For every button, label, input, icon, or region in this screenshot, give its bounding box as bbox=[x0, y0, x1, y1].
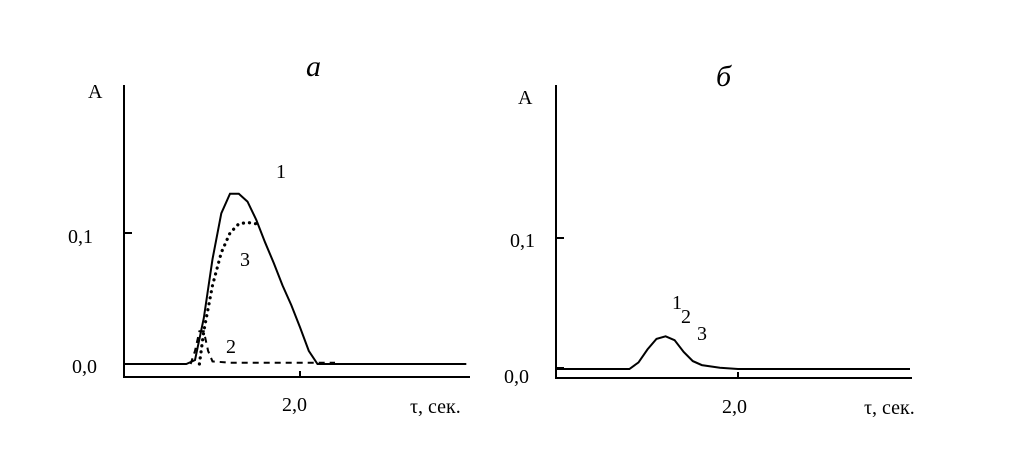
panel-a-ylabel: A bbox=[88, 81, 103, 103]
panel-b-xtick-label-0: 2,0 bbox=[722, 396, 747, 418]
panel-a-axes bbox=[123, 85, 470, 378]
panel-a-title: a bbox=[306, 50, 321, 83]
panel-b-curve-label-2: 2 bbox=[681, 306, 691, 328]
panel-a-ytick-label-1: 0,1 bbox=[68, 226, 93, 248]
panel-a-series-2-line bbox=[189, 330, 335, 365]
panel-b-ylabel: A bbox=[518, 87, 533, 109]
panel-b-axes bbox=[555, 85, 912, 379]
panel-b: б A 0,0 0,1 2,0 τ, сек. 1 2 3 bbox=[504, 60, 915, 419]
panel-a: a A 0,0 0,1 2,0 τ, сек. 1 2 3 bbox=[68, 50, 470, 418]
panel-b-title: б bbox=[716, 60, 732, 93]
panel-a-curve-label-2: 2 bbox=[226, 336, 236, 358]
panel-a-curve-label-1: 1 bbox=[276, 161, 286, 183]
panel-b-xlabel: τ, сек. bbox=[864, 397, 915, 419]
panel-a-series-1-line bbox=[125, 192, 467, 365]
panel-a-xtick-label-0: 2,0 bbox=[282, 394, 307, 416]
panel-b-series-1-line bbox=[557, 335, 910, 370]
panel-b-ytick-label-0: 0,0 bbox=[504, 366, 529, 388]
panel-b-curve-label-1: 1 bbox=[672, 292, 682, 314]
panel-a-xlabel: τ, сек. bbox=[410, 396, 461, 418]
panel-a-curve-label-3: 3 bbox=[240, 249, 250, 271]
panel-a-ytick-label-0: 0,0 bbox=[72, 356, 97, 378]
panel-b-curve-label-3: 3 bbox=[697, 323, 707, 345]
panel-b-ytick-label-1: 0,1 bbox=[510, 230, 535, 252]
